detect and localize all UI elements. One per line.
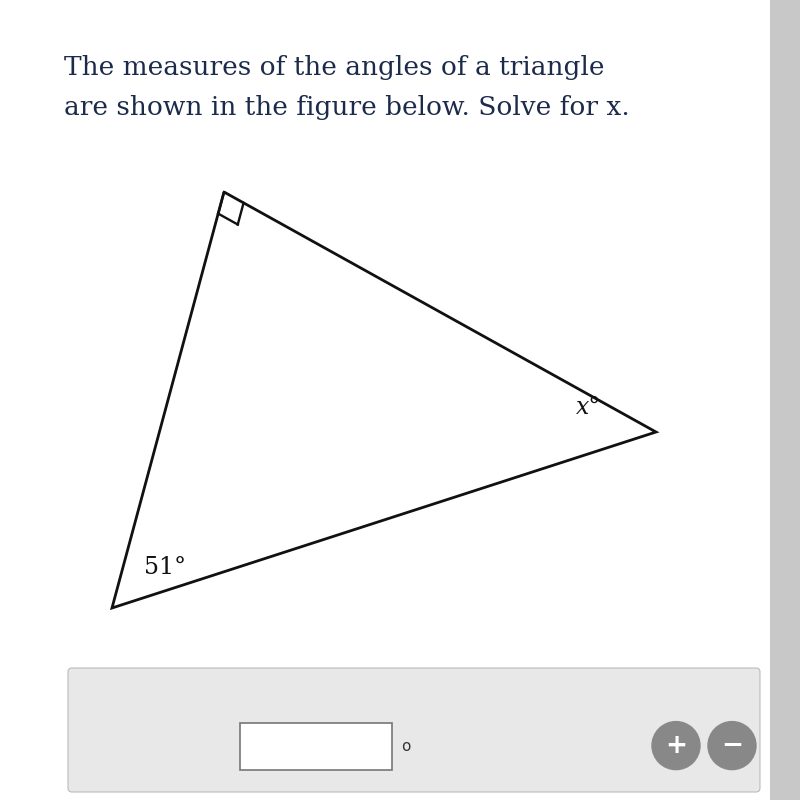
Text: o: o (402, 739, 411, 754)
Bar (770, 0, 800, 800)
Bar (240, 723, 392, 770)
Text: 51°: 51° (144, 557, 186, 579)
Text: The measures of the angles of a triangle: The measures of the angles of a triangle (64, 55, 605, 81)
Text: x°: x° (576, 397, 602, 419)
Circle shape (708, 722, 756, 770)
Circle shape (652, 722, 700, 770)
Text: −: − (721, 733, 743, 758)
Text: +: + (665, 733, 687, 758)
FancyBboxPatch shape (68, 668, 760, 792)
Text: are shown in the figure below. Solve for x.: are shown in the figure below. Solve for… (64, 95, 630, 121)
